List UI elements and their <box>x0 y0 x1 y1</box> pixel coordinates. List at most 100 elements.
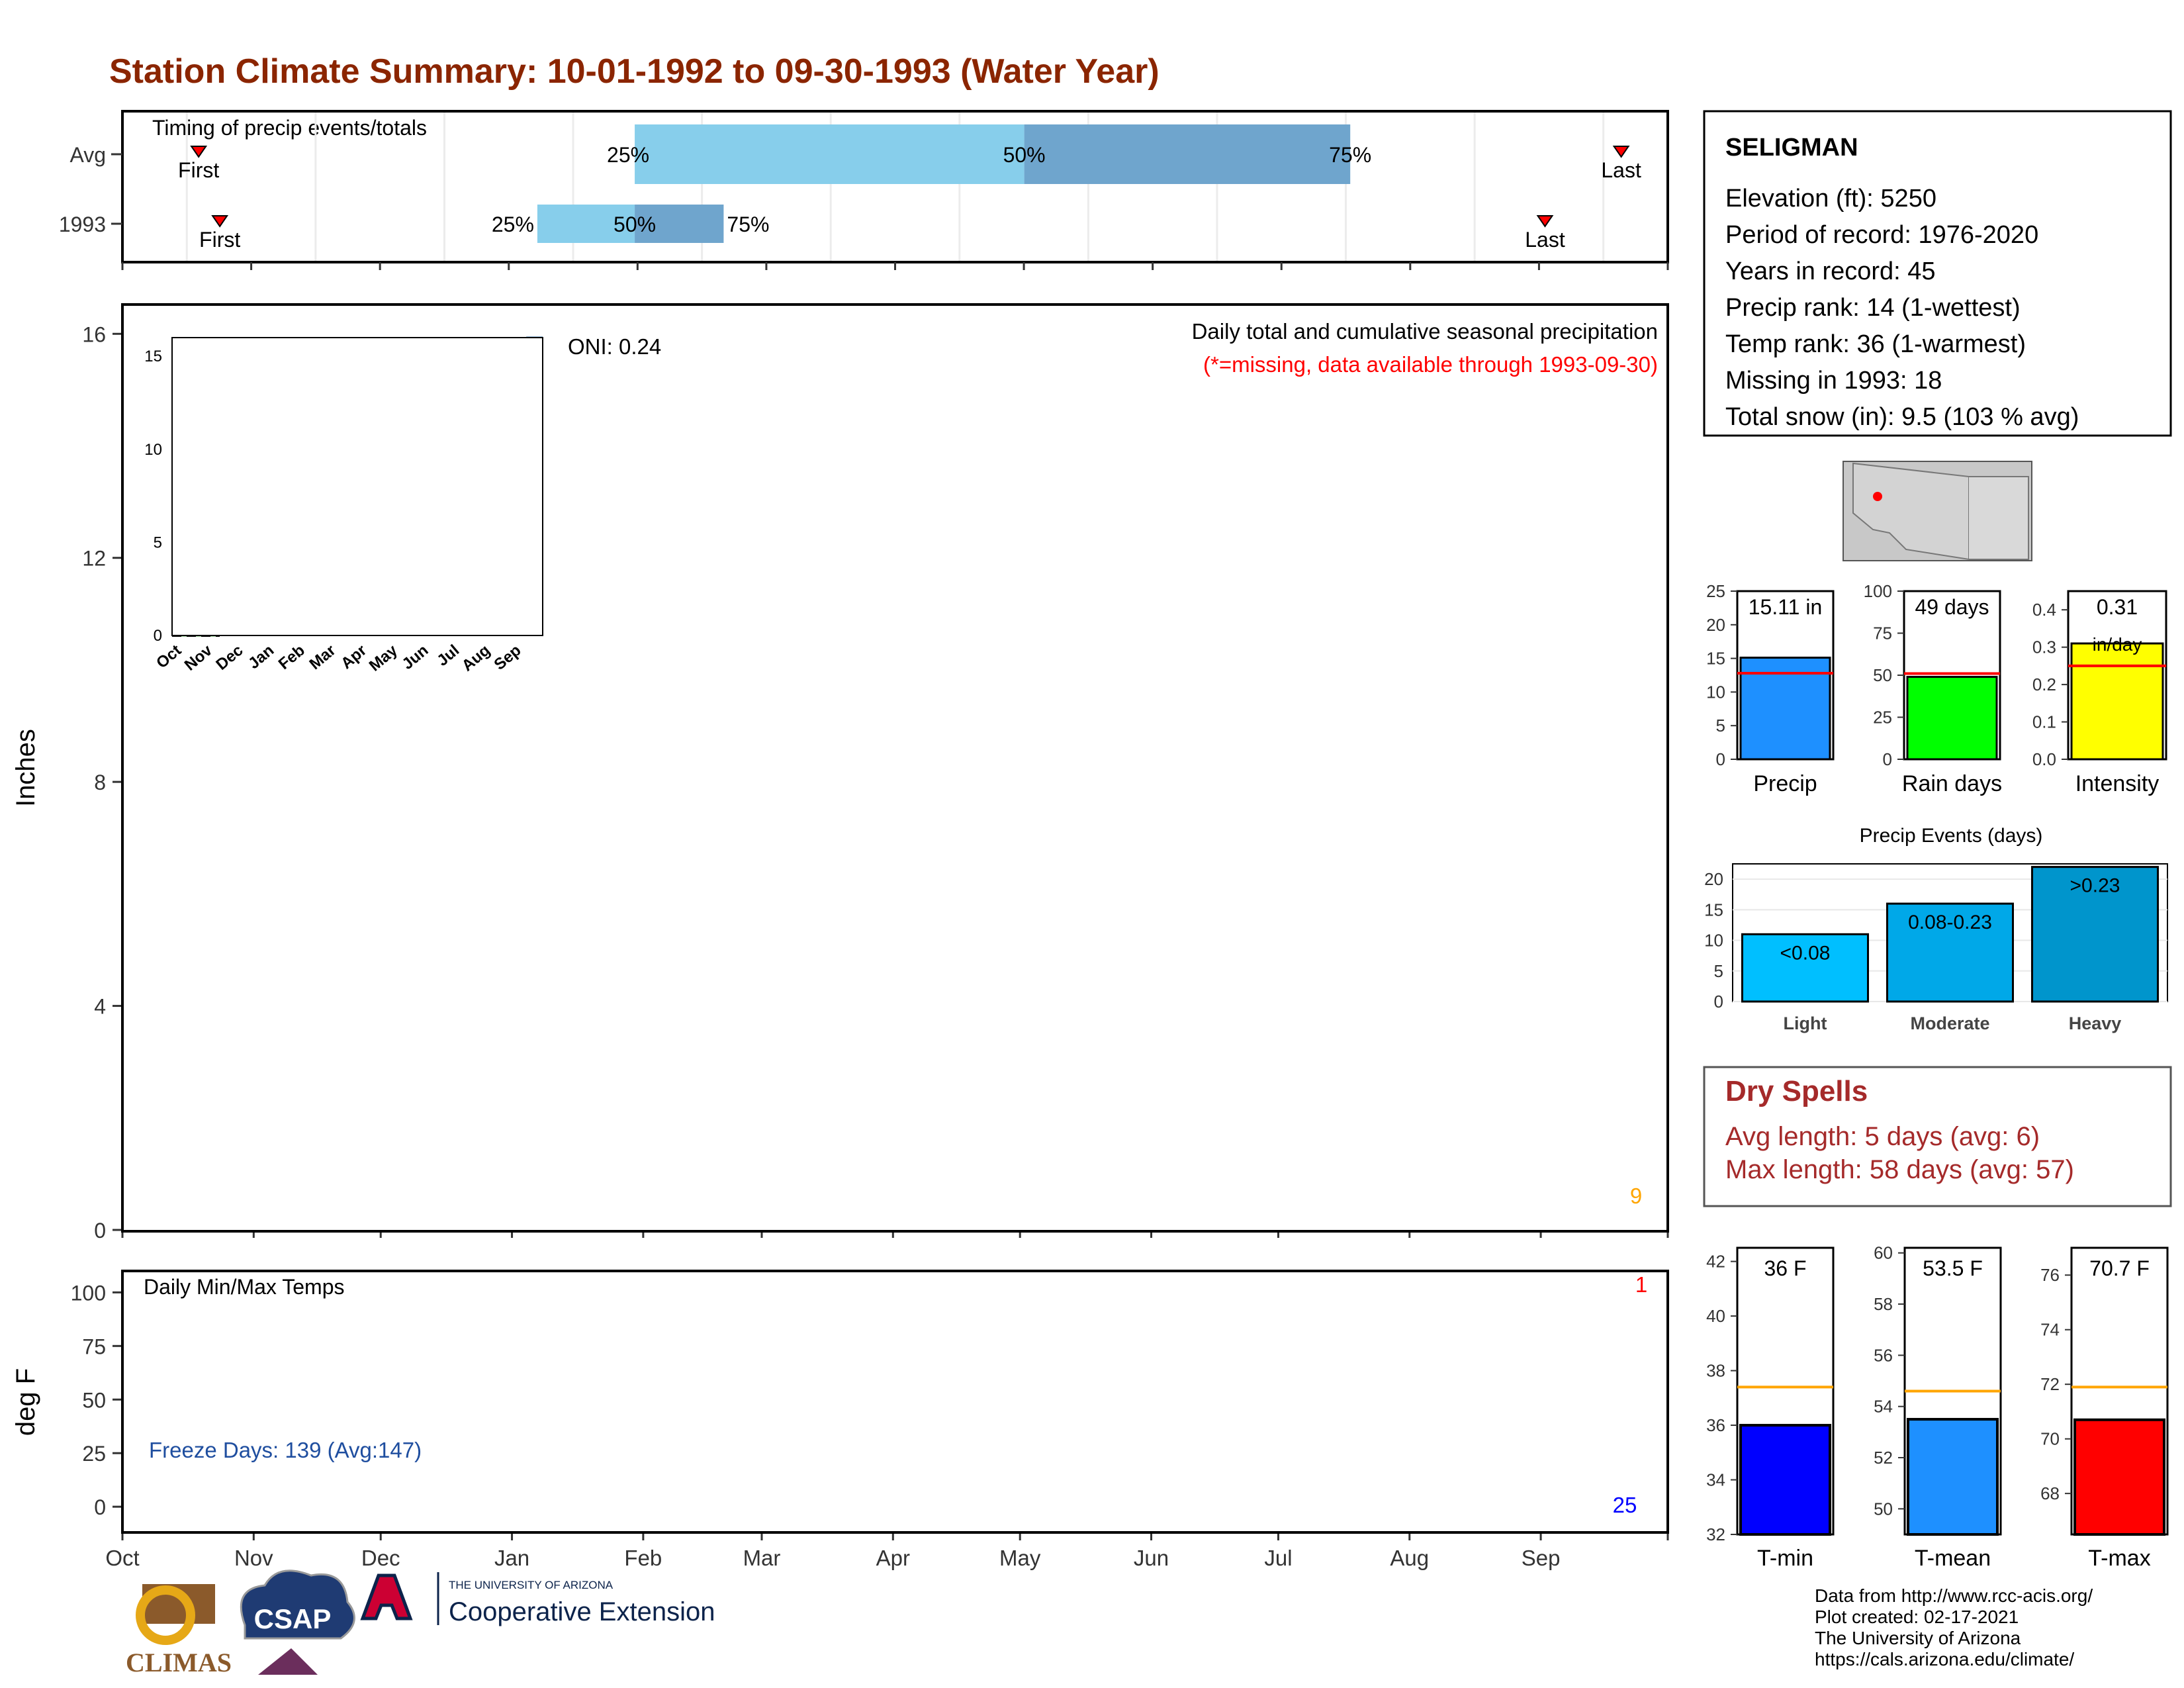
temp-ytick-label: 25 <box>82 1442 106 1466</box>
events-ytick-label: 20 <box>1704 869 1723 889</box>
temp-summary-bar <box>1907 1418 1999 1536</box>
dry-spells-max: Max length: 58 days (avg: 57) <box>1725 1155 2074 1184</box>
temp-frame <box>121 1270 1669 1534</box>
dry-spells-avg: Avg length: 5 days (avg: 6) <box>1725 1122 2040 1151</box>
temp-summary-ytick-label: 68 <box>2040 1483 2060 1503</box>
precip-events-chart: Precip Events (days) 0 5 10 15 20 <0.08 Light 0… <box>1704 825 2168 1033</box>
temp-month-label: Mar <box>743 1546 781 1570</box>
timing-marker-icon <box>211 215 229 228</box>
station-marker <box>1873 492 1882 501</box>
events-ytick-label: 0 <box>1714 992 1723 1011</box>
logos: CLIMAS CSAP THE UNIVERSITY OF ARIZONA Co… <box>126 1570 715 1677</box>
dry-spells-frame <box>1703 1066 2172 1207</box>
temp-summary-bar-label: T-max <box>2088 1546 2150 1571</box>
precip-corner-count: 9 <box>1630 1184 1642 1208</box>
summary-ytick-label: 0.4 <box>2032 600 2056 620</box>
temp-month-label: Nov <box>234 1546 273 1570</box>
temp-summary-ytick-label: 58 <box>1874 1294 1893 1314</box>
station-frame <box>1703 110 2172 437</box>
temp-summary-bar <box>2073 1418 2165 1536</box>
precip-ytick-label: 4 <box>94 995 106 1019</box>
summary-ytick-label: 0.1 <box>2032 712 2056 732</box>
temp-summary-bar <box>1739 1424 1831 1536</box>
summary-ytick-label: 5 <box>1716 716 1725 735</box>
missing-note: (*=missing, data available through 1993-… <box>1203 352 1658 377</box>
temp-summary-bar-label: T-mean <box>1915 1546 1991 1571</box>
temp-summary-ytick-label: 38 <box>1706 1361 1725 1381</box>
temp-month-label: Oct <box>105 1546 139 1570</box>
locator-map <box>1843 461 2032 561</box>
timing-p75-label: 75% <box>1329 143 1371 167</box>
temp-month-label: Feb <box>624 1546 662 1570</box>
temp-month-label: Jan <box>494 1546 529 1570</box>
temp-month-label: Apr <box>876 1546 910 1570</box>
events-category-label: Heavy <box>2069 1013 2122 1033</box>
station-info-line: Years in record: 45 <box>1725 258 1936 285</box>
station-info-line: Missing in 1993: 18 <box>1725 367 1942 395</box>
summary-ytick-label: 0.2 <box>2032 675 2056 694</box>
summary-bar-label: Intensity <box>2075 771 2160 796</box>
climas-sun-icon <box>136 1585 195 1645</box>
station-name: SELIGMAN <box>1725 134 1858 162</box>
timing-marker-label: First <box>199 228 240 252</box>
events-category-label: Light <box>1784 1013 1827 1033</box>
temp-ytick-label: 50 <box>82 1388 106 1412</box>
temp-summary-ytick-label: 50 <box>1874 1499 1893 1519</box>
csap-cloud-icon <box>240 1570 355 1640</box>
station-info-line: Temp rank: 36 (1-warmest) <box>1725 330 2026 358</box>
temp-summary-ytick-label: 32 <box>1706 1524 1725 1544</box>
temp-summary-value-label: 53.5 F <box>1923 1256 1983 1280</box>
summary-ytick-label: 75 <box>1873 624 1892 643</box>
footer-credit-line: Data from http://www.rcc-acis.org/ <box>1815 1585 2093 1606</box>
temp-ylabel: deg F <box>11 1368 40 1436</box>
timing-p75-label: 75% <box>727 212 769 236</box>
timing-p50-label: 50% <box>614 212 656 236</box>
events-bar-label: <0.08 <box>1780 942 1831 964</box>
events-bar-label: >0.23 <box>2070 875 2120 897</box>
summary-value-label: 0.31 <box>2097 595 2138 619</box>
temp-summary-ytick-label: 52 <box>1874 1448 1893 1468</box>
timing-q25-q50-bar <box>537 205 635 243</box>
events-ytick-label: 15 <box>1704 900 1723 919</box>
ua-logo: THE UNIVERSITY OF ARIZONA Cooperative Ex… <box>360 1572 715 1626</box>
oni-value: ONI: 0.24 <box>568 334 661 359</box>
summary-bar-label: Precip <box>1753 771 1817 796</box>
temp-ytick-label: 100 <box>71 1281 106 1305</box>
page-title: Station Climate Summary: 10-01-1992 to 0… <box>109 52 1160 91</box>
footer-credit-line: The University of Arizona <box>1815 1628 2021 1648</box>
summary-ytick-label: 0.0 <box>2032 749 2056 769</box>
temp-summary-ytick-label: 54 <box>1874 1397 1893 1417</box>
timing-marker-icon <box>190 146 208 158</box>
station-info-line: Period of record: 1976-2020 <box>1725 221 2038 249</box>
dry-spells-box: Dry Spells Avg length: 5 days (avg: 6) M… <box>1703 1066 2172 1207</box>
summary-ytick-label: 0.3 <box>2032 637 2056 657</box>
inset-ytick-label: 0 <box>154 627 162 645</box>
timing-p25-label: 25% <box>492 212 534 236</box>
events-ytick-label: 10 <box>1704 931 1723 951</box>
summary-bar <box>2070 642 2164 761</box>
csap-mountain-icon <box>258 1648 318 1675</box>
station-info-line: Precip rank: 14 (1-wettest) <box>1725 294 2021 322</box>
summary-value-label: 15.11 in <box>1749 595 1823 619</box>
temp-summary-ytick-label: 42 <box>1706 1252 1725 1272</box>
temp-summary-ytick-label: 34 <box>1706 1470 1725 1490</box>
new-mexico-shape <box>1969 476 2029 560</box>
timing-row-label: Avg <box>69 143 106 167</box>
timing-marker-icon <box>1612 146 1630 158</box>
footer-credits: Data from http://www.rcc-acis.org/Plot c… <box>1815 1585 2093 1669</box>
precip-ytick-label: 8 <box>94 771 106 794</box>
inset-ytick-label: 15 <box>144 348 162 365</box>
events-bar <box>2031 866 2159 1003</box>
summary-ytick-label: 15 <box>1706 649 1725 669</box>
temp-ytick-label: 75 <box>82 1335 106 1358</box>
precip-note: Daily total and cumulative seasonal prec… <box>1192 319 1658 344</box>
timing-q50-q75-bar <box>635 205 724 243</box>
inset-ytick-label: 10 <box>144 441 162 459</box>
temp-summary-ytick-label: 70 <box>2040 1429 2060 1449</box>
temp-summary-value-label: 36 F <box>1764 1256 1806 1280</box>
timing-marker-label: First <box>178 158 219 182</box>
summary-ytick-label: 50 <box>1873 665 1892 685</box>
temp-month-label: Aug <box>1390 1546 1429 1570</box>
temp-summary-ytick-label: 60 <box>1874 1243 1893 1263</box>
